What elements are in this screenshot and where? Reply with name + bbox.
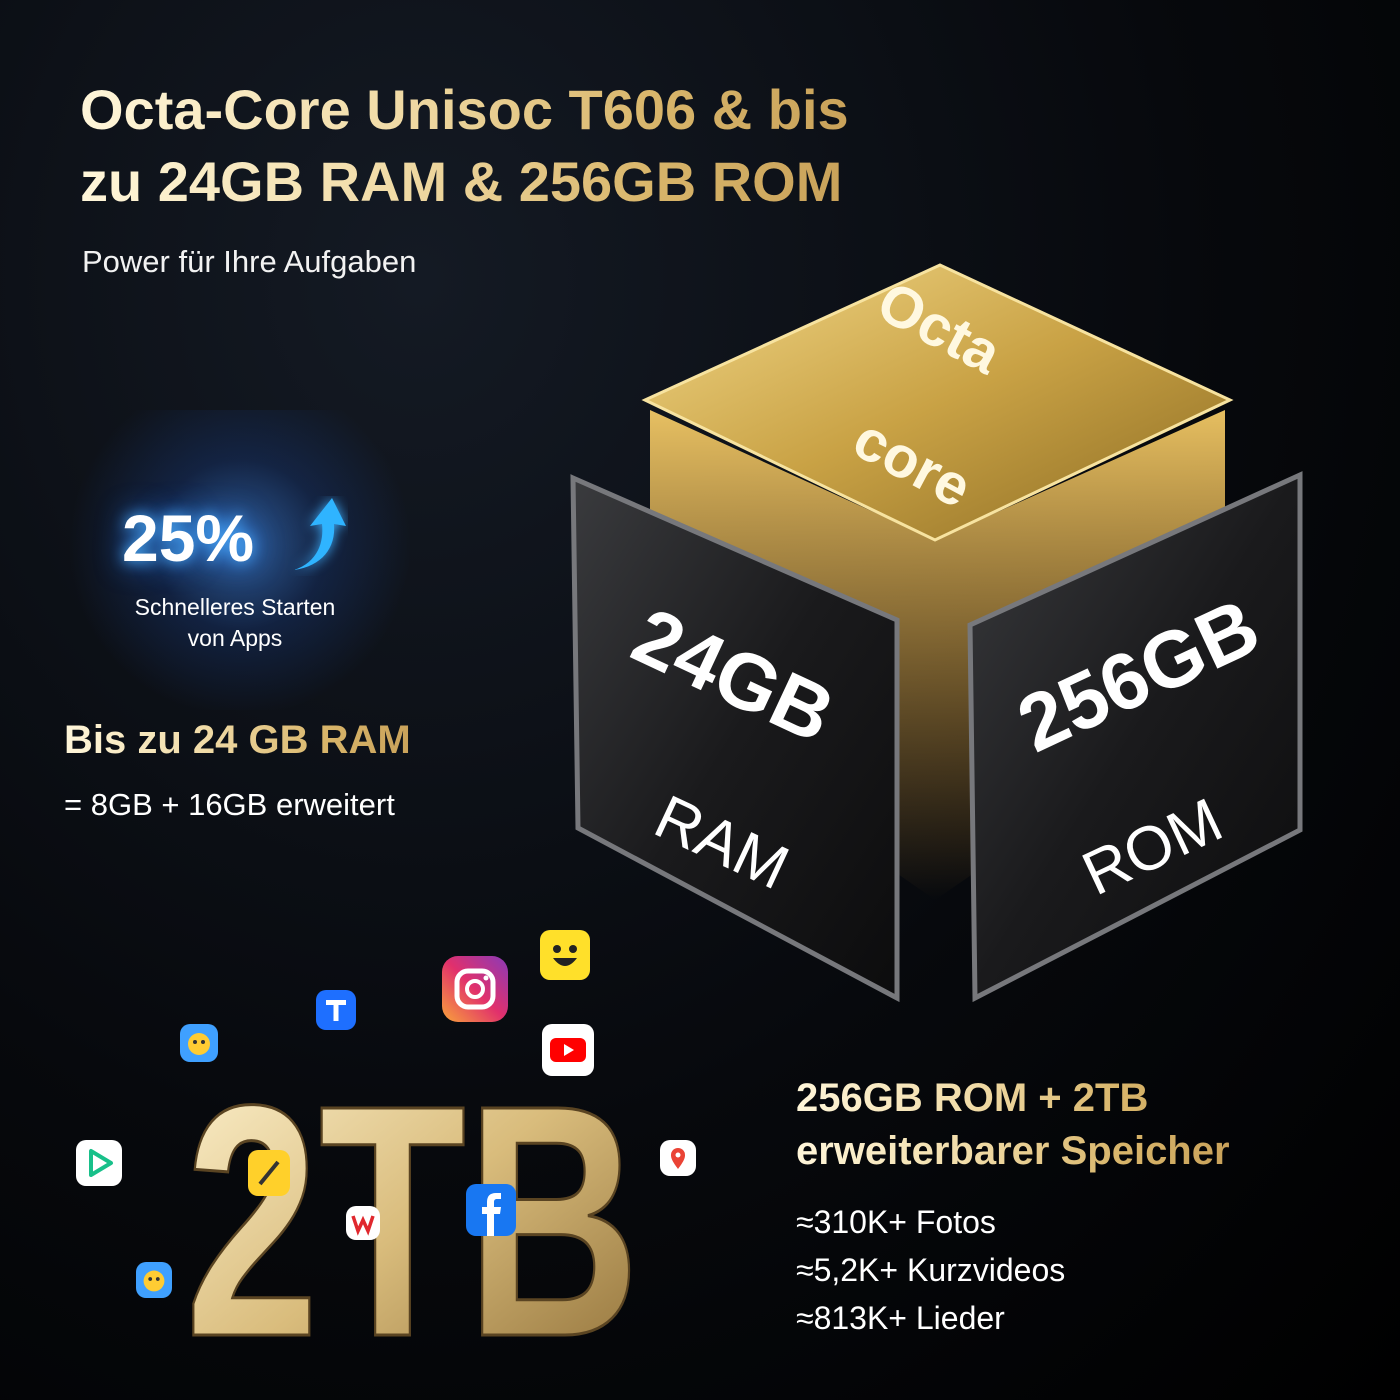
storage-stat-videos: ≈5,2K+ Kurzvideos	[796, 1252, 1066, 1288]
storage-stat-songs: ≈813K+ Lieder	[796, 1300, 1005, 1336]
cube-top-line-1: Octa	[867, 269, 1012, 387]
ram-label: RAM	[645, 782, 799, 903]
storage-heading-line-2: erweiterbarer Speicher	[796, 1125, 1230, 1178]
emoji-app-icon	[540, 930, 590, 980]
ram-heading: Bis zu 24 GB RAM	[64, 718, 411, 762]
rom-size-label: 256GB	[1005, 581, 1272, 769]
tencent-docs-icon	[316, 990, 356, 1030]
rom-label: ROM	[1072, 785, 1232, 909]
cube-top-label: Octa core	[843, 269, 1012, 521]
cube-light-glow	[650, 410, 1225, 900]
hexagon-glow-background	[60, 410, 420, 710]
rom-panel	[967, 471, 1303, 1003]
storage-heading: 256GB ROM + 2TB erweiterbarer Speicher	[796, 1072, 1230, 1178]
cube-top-line-2: core	[843, 406, 982, 521]
ram-panel	[570, 474, 900, 1003]
cube-top-face	[641, 263, 1234, 542]
notes-icon	[248, 1150, 290, 1196]
arrow-up-icon	[294, 498, 346, 570]
headline-line-2: zu 24GB RAM & 256GB ROM	[80, 150, 843, 213]
storage-heading-line-1: 256GB ROM + 2TB	[796, 1072, 1230, 1125]
instagram-icon	[442, 956, 508, 1022]
ram-detail: = 8GB + 16GB erweitert	[64, 787, 395, 822]
storage-2tb-graphic: 2TB	[185, 1036, 640, 1400]
video-player-icon	[76, 1140, 122, 1186]
game-app-icon-2	[136, 1262, 172, 1298]
storage-stat-photos: ≈310K+ Fotos	[796, 1204, 996, 1240]
game-app-icon	[180, 1024, 218, 1062]
headline-line-1: Octa-Core Unisoc T606 & bis	[80, 78, 849, 141]
subtitle: Power für Ihre Aufgaben	[82, 244, 417, 279]
ram-size-label: 24GB	[620, 591, 847, 760]
speed-percentage: 25%	[122, 501, 255, 575]
wps-icon	[346, 1206, 380, 1240]
speed-caption: Schnelleres Starten von Apps	[70, 592, 400, 654]
speed-caption-line-2: von Apps	[187, 625, 283, 651]
maps-icon	[660, 1140, 696, 1176]
youtube-icon	[542, 1024, 594, 1076]
speed-caption-line-1: Schnelleres Starten	[134, 594, 336, 620]
headline: Octa-Core Unisoc T606 & bis zu 24GB RAM …	[80, 74, 849, 218]
facebook-icon	[466, 1184, 516, 1236]
